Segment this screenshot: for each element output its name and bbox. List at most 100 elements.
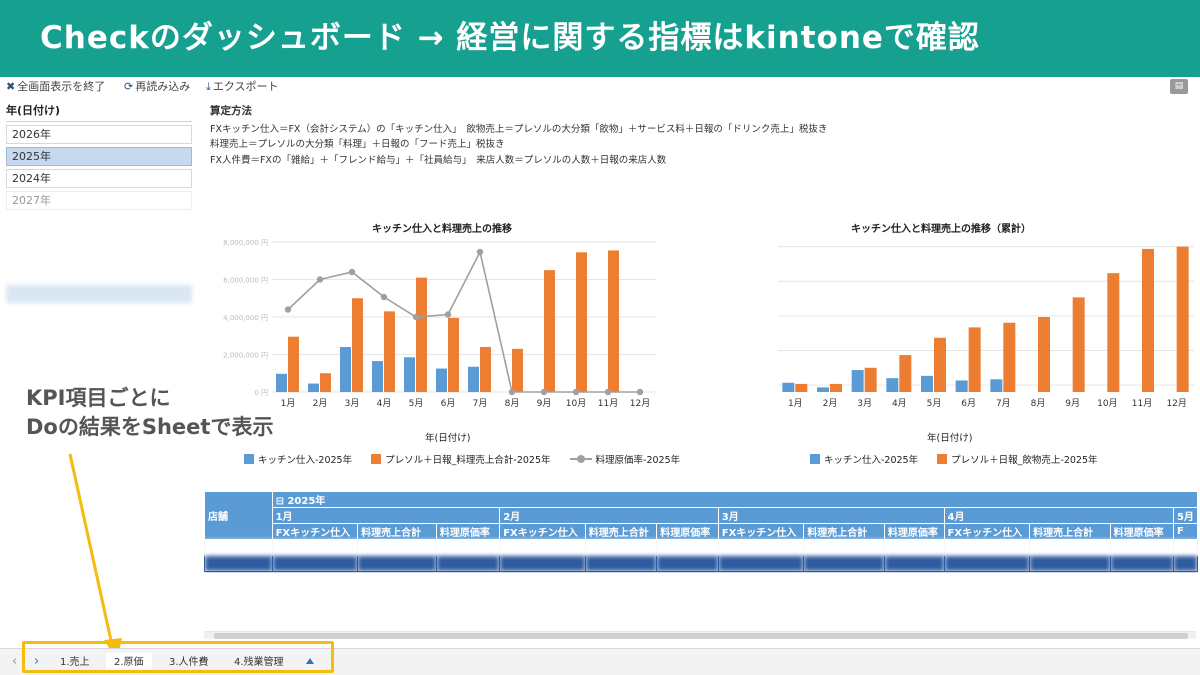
bar xyxy=(448,317,459,392)
y-tick-label xyxy=(772,313,774,321)
series-line xyxy=(287,249,640,393)
x-tick-label: 7月 xyxy=(473,398,488,409)
pivot-col-header: 料理原価率 xyxy=(435,523,501,540)
bar xyxy=(416,277,427,392)
pivot-month-header: 3月 xyxy=(717,507,945,524)
store-filter-item[interactable] xyxy=(6,285,192,303)
bar xyxy=(1003,322,1016,392)
comment-icon[interactable]: ▤ xyxy=(1170,79,1188,94)
y-tick-label: 0 円 xyxy=(254,389,268,397)
legend-item[interactable]: キッチン仕入-2025年 xyxy=(810,452,918,466)
bar xyxy=(782,382,795,392)
y-tick-label: 4,000,000 円 xyxy=(223,314,268,322)
table-row xyxy=(204,555,1198,572)
sheet-tabs-highlight xyxy=(22,641,334,673)
bar xyxy=(990,379,1003,392)
sheet-tab[interactable]: 3.人件費 xyxy=(169,657,209,668)
sheet-tab[interactable]: 4.残業管理 xyxy=(234,657,284,668)
sheet-tab[interactable]: 1.売上 xyxy=(60,657,90,668)
chart1: 0 円 2,000,000 円 4,000,000 円 6,000,000 円 8,00… xyxy=(223,239,656,409)
line-point xyxy=(636,388,644,396)
pivot-col-header: 料理売上合計 xyxy=(803,523,885,540)
bar xyxy=(795,383,808,392)
bar xyxy=(436,368,447,392)
legend-item[interactable]: プレソル＋日報_料理売上合計-2025年 xyxy=(371,452,551,466)
bar xyxy=(404,357,415,392)
sheet-menu-icon[interactable] xyxy=(306,658,314,664)
chevron-left-icon[interactable]: ‹ xyxy=(12,654,18,669)
pivot-month-header: 5月 xyxy=(1172,507,1198,524)
pivot-month-header: 1月 xyxy=(271,507,501,524)
chevron-right-icon[interactable]: › xyxy=(34,654,40,669)
bar xyxy=(1176,246,1189,392)
bar xyxy=(372,361,383,392)
x-tick-label: 4月 xyxy=(892,398,907,409)
legend-item[interactable]: 料理原価率-2025年 xyxy=(569,452,680,466)
line-point xyxy=(316,276,324,283)
bar xyxy=(1107,273,1120,392)
line-point xyxy=(348,268,356,276)
pivot-year-header[interactable]: ⊟ 2025年 xyxy=(271,491,1198,508)
bar xyxy=(544,270,555,392)
shrink-icon: ✖ xyxy=(6,80,16,93)
x-tick-label: 11月 xyxy=(598,398,618,409)
y-tick-label: 2,000,000 円 xyxy=(223,352,268,360)
year-filter-title: 年(日付け) xyxy=(6,102,192,122)
bar xyxy=(608,250,619,392)
dashboard-toolbar: ✖ 全画面表示を終了 ⟳ 再読み込み ⤓ エクスポート xyxy=(0,77,1200,95)
bar xyxy=(968,327,981,392)
store-filter-title xyxy=(6,265,192,275)
chart1-title: キッチン仕入と料理売上の推移 xyxy=(372,224,512,235)
chart1-legend: キッチン仕入-2025年 プレソル＋日報_料理売上合計-2025年 料理原価率-… xyxy=(244,452,696,466)
bar xyxy=(480,347,491,392)
x-tick-label: 11月 xyxy=(1132,398,1152,409)
x-tick-label: 1月 xyxy=(788,398,803,409)
exit-fullscreen-button[interactable]: ✖ 全画面表示を終了 xyxy=(6,80,106,93)
pivot-row-header: 店舗 xyxy=(204,491,273,540)
reload-button[interactable]: ⟳ 再読み込み xyxy=(124,80,191,93)
x-tick-label: 5月 xyxy=(409,398,424,409)
year-filter: 年(日付け) 2026年 2025年 2024年 2027年 xyxy=(6,102,192,213)
bar xyxy=(851,370,864,392)
annotation-line: KPI項目ごとに xyxy=(26,386,171,410)
export-button[interactable]: ⤓ エクスポート xyxy=(206,80,279,93)
sheet-tab[interactable]: 2.原価 xyxy=(106,653,152,672)
bar xyxy=(899,355,912,392)
bar xyxy=(512,348,523,392)
bar xyxy=(1072,297,1085,392)
line-point xyxy=(476,248,484,256)
x-tick-label: 9月 xyxy=(1065,398,1080,409)
x-tick-label: 8月 xyxy=(1031,398,1046,409)
year-filter-item[interactable]: 2026年 xyxy=(6,125,192,144)
x-tick-label: 10月 xyxy=(1097,398,1117,409)
x-tick-label: 12月 xyxy=(630,398,650,409)
pivot-col-header: FXキッチン仕入 xyxy=(943,523,1031,540)
year-filter-item[interactable]: 2025年 xyxy=(6,147,192,166)
line-point xyxy=(604,388,612,396)
year-filter-item[interactable]: 2027年 xyxy=(6,191,192,210)
pivot-col-header: 料理売上合計 xyxy=(584,523,658,540)
legend-item[interactable]: プレソル＋日報_飲物売上-2025年 xyxy=(937,452,1098,466)
pivot-col-header: FXキッチン仕入 xyxy=(271,523,359,540)
x-tick-label: 2月 xyxy=(823,398,838,409)
pivot-col-header: 料理原価率 xyxy=(883,523,945,540)
calculation-method-line: FXキッチン仕入＝FX（会計システム）の「キッチン仕入」 飲物売上＝プレソルの大… xyxy=(210,123,828,135)
x-tick-label: 5月 xyxy=(927,398,942,409)
x-tick-label: 7月 xyxy=(996,398,1011,409)
slide-title-banner: Checkのダッシュボード → 経営に関する指標はkintoneで確認 xyxy=(0,0,1200,77)
year-filter-item[interactable]: 2024年 xyxy=(6,169,192,188)
horizontal-scrollbar[interactable] xyxy=(204,631,1196,639)
scrollbar-thumb[interactable] xyxy=(214,633,1188,639)
bar xyxy=(921,375,933,392)
line-point xyxy=(444,311,452,318)
x-tick-label: 9月 xyxy=(537,398,552,409)
bar xyxy=(320,373,331,392)
bar xyxy=(934,337,946,392)
legend-item[interactable]: キッチン仕入-2025年 xyxy=(244,452,352,466)
y-tick-label: 6,000,000 円 xyxy=(223,277,268,285)
pivot-table: 店舗 ⊟ 2025年 1月 2月 3月 4月 5月 FXキッチン仕入 料理売上合… xyxy=(204,491,1198,573)
bar xyxy=(886,378,899,392)
y-tick-label xyxy=(772,347,774,355)
line-point xyxy=(540,388,548,396)
x-tick-label: 3月 xyxy=(857,398,872,409)
